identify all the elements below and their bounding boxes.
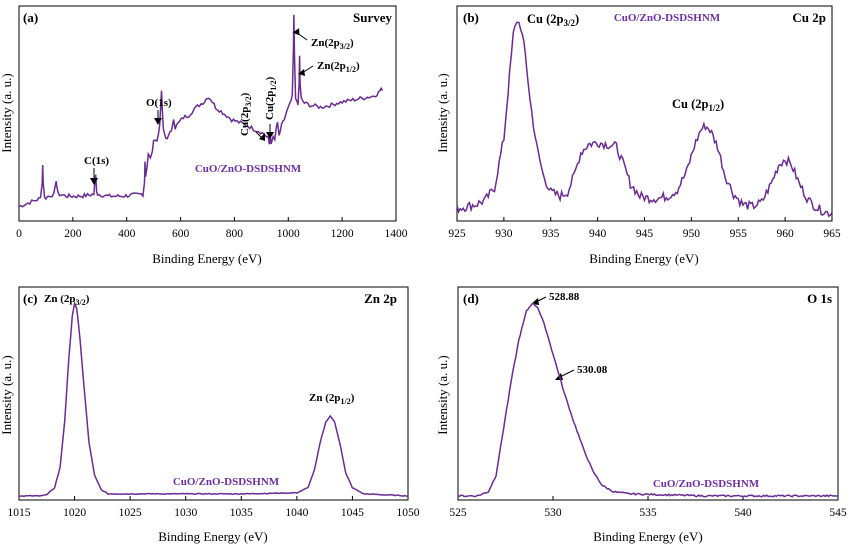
x-tick-label: 1025 (119, 507, 142, 519)
x-tick-label: 965 (823, 228, 841, 240)
x-tick-label: 400 (118, 228, 136, 240)
x-tick-label: 525 (449, 507, 467, 519)
annotation-zn2p12-peak: Zn (2p1/2) (309, 392, 355, 406)
panel-a-title: Survey (353, 10, 393, 25)
x-tick-label: 1200 (331, 228, 354, 240)
annotation-zn2p32-arrowhead (292, 28, 300, 36)
panel-d-frame (457, 286, 839, 501)
panel-a-ticks: 0 200 400 600 800 1000 1200 1400 (16, 217, 408, 240)
x-tick-label: 1045 (341, 507, 364, 519)
x-tick-label: 940 (589, 228, 607, 240)
panel-b-ylabel: Intensity (a. u.) (435, 73, 450, 152)
panel-a-sample-label: CuO/ZnO-DSDSHNM (195, 163, 302, 175)
x-tick-label: 935 (542, 228, 560, 240)
annotation-cu2p12-arrowhead (266, 132, 274, 139)
panel-b-series-line (456, 21, 833, 218)
x-tick-label: 950 (683, 228, 701, 240)
panel-b-xlabel: Binding Energy (eV) (589, 251, 699, 266)
panel-c-title: Zn 2p (364, 291, 397, 306)
x-tick-label: 960 (777, 228, 795, 240)
x-tick-label: 1000 (277, 228, 300, 240)
panel-d-title: O 1s (807, 291, 832, 306)
annotation-zn2p12: Zn(2p1/2) (317, 60, 360, 74)
x-tick-label: 1400 (385, 228, 408, 240)
panel-a-series-line (18, 14, 384, 208)
x-tick-label: 600 (172, 228, 190, 240)
annotation-528-88: 528.88 (549, 291, 580, 303)
x-tick-label: 1035 (230, 507, 253, 519)
panel-d: (d) O 1s CuO/ZnO-DSDSHNM 528.88 530.08 B… (435, 286, 847, 544)
annotation-cu2p12: Cu(2p1/2) (264, 76, 278, 120)
panel-c-series-line (18, 300, 409, 498)
panel-c-label: (c) (23, 291, 37, 306)
x-tick-label: 1040 (285, 507, 308, 519)
annotation-zn2p32: Zn(2p3/2) (311, 37, 354, 51)
panel-b-title: Cu 2p (792, 10, 826, 25)
panel-b-ticks: 925 930 935 940 945 950 955 960 965 (448, 217, 841, 240)
panel-d-label: (d) (463, 291, 479, 306)
x-tick-label: 955 (730, 228, 748, 240)
panel-c-ticks: 1015 1020 1025 1030 1035 1040 1045 1050 (8, 496, 420, 519)
panel-d-series-line (457, 302, 839, 498)
x-tick-label: 0 (16, 228, 22, 240)
panel-a: (a) Survey CuO/ZnO-DSDSHNM Binding Energ… (0, 5, 408, 266)
panel-b-sample-label: CuO/ZnO-DSDSHNM (614, 12, 721, 24)
x-tick-label: 200 (64, 228, 82, 240)
x-tick-label: 930 (495, 228, 513, 240)
annotation-zn2p32-peak: Zn (2p3/2) (44, 293, 90, 307)
panel-a-ylabel: Intensity (a. u.) (0, 73, 14, 152)
annotation-zn2p12-arrowhead (298, 69, 305, 76)
x-tick-label: 925 (448, 228, 466, 240)
x-tick-label: 530 (544, 507, 562, 519)
panel-c-frame (18, 286, 409, 501)
panel-b-label: (b) (463, 10, 479, 25)
x-tick-label: 535 (639, 507, 657, 519)
x-tick-label: 545 (829, 507, 847, 519)
panel-a-xlabel: Binding Energy (eV) (152, 251, 262, 266)
panel-c: (c) Zn 2p CuO/ZnO-DSDSHNM Zn (2p3/2) Zn … (0, 286, 420, 544)
annotation-530-08: 530.08 (577, 364, 608, 376)
panel-d-ticks: 525 530 535 540 545 (449, 496, 847, 519)
annotation-cu2p32-peak: Cu (2p3/2) (527, 12, 579, 28)
annotation-cu2p32: Cu(2p3/2) (239, 92, 253, 136)
panel-b: (b) Cu 2p CuO/ZnO-DSDSHNM Cu (2p3/2) Cu … (435, 5, 841, 266)
annotation-cu2p12-peak: Cu (2p1/2) (672, 97, 724, 113)
x-tick-label: 1030 (174, 507, 197, 519)
annotation-530-08-arrow (559, 369, 575, 378)
x-tick-label: 945 (636, 228, 654, 240)
x-tick-label: 1050 (397, 507, 420, 519)
x-tick-label: 540 (734, 507, 752, 519)
x-tick-label: 1015 (8, 507, 31, 519)
panel-d-xlabel: Binding Energy (eV) (593, 529, 703, 544)
panel-c-ylabel: Intensity (a. u.) (0, 355, 14, 434)
panel-a-frame (18, 5, 397, 222)
panel-d-sample-label: CuO/ZnO-DSDSHNM (653, 478, 760, 490)
x-tick-label: 800 (226, 228, 244, 240)
panel-c-xlabel: Binding Energy (eV) (158, 529, 268, 544)
panel-a-label: (a) (23, 10, 38, 25)
x-tick-label: 1020 (63, 507, 86, 519)
annotation-o1s: O(1s) (146, 97, 172, 109)
annotation-o1s-arrowhead (154, 118, 162, 125)
panel-c-sample-label: CuO/ZnO-DSDSHNM (173, 476, 280, 488)
annotation-c1s: C(1s) (84, 155, 109, 167)
annotation-cu2p32-arrowhead (259, 133, 265, 141)
annotation-c1s-arrowhead (90, 178, 98, 185)
panel-d-ylabel: Intensity (a. u.) (435, 355, 450, 434)
